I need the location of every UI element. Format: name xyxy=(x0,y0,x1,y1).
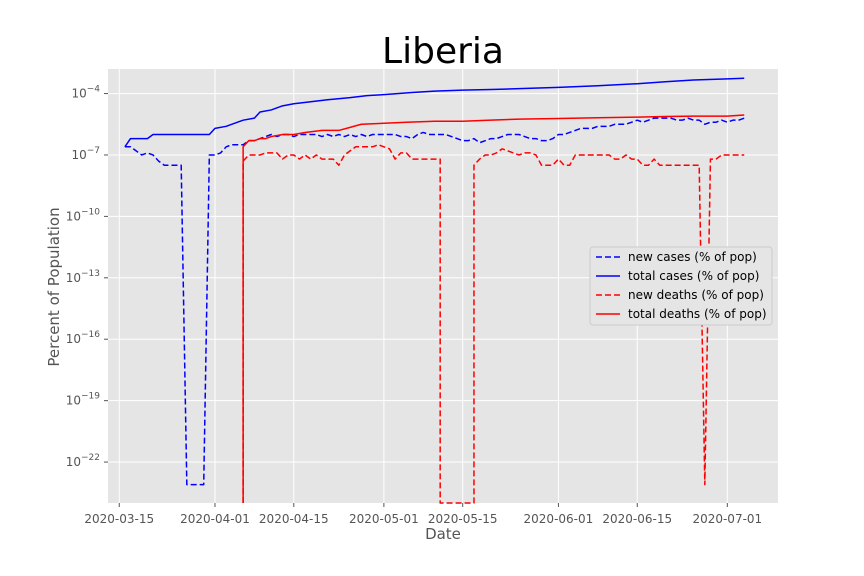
grid-lines xyxy=(108,69,778,503)
x-tick-label: 2020-05-15 xyxy=(428,512,498,526)
x-tick-label: 2020-05-01 xyxy=(349,512,419,526)
y-tick-label: 10−7 xyxy=(71,146,100,162)
x-tick-label: 2020-06-15 xyxy=(602,512,672,526)
series-line-4 xyxy=(242,114,745,503)
x-tick-label: 2020-03-15 xyxy=(84,512,154,526)
y-axis-label: Percent of Population xyxy=(45,207,63,366)
y-tick-label: 10−16 xyxy=(66,330,101,346)
series-group xyxy=(124,77,745,504)
series-line-1 xyxy=(124,117,745,486)
x-tick-label: 2020-04-15 xyxy=(259,512,329,526)
x-axis-label: Date xyxy=(425,525,461,543)
y-tick-label: 10−13 xyxy=(66,269,100,285)
y-axis-ticks: 10−4 10−7 10−10 10−13 10−16 10−19 10−22 xyxy=(66,85,108,469)
x-tick-label: 2020-07-01 xyxy=(692,512,762,526)
legend-label: new cases (% of pop) xyxy=(628,250,757,264)
y-tick-label: 10−19 xyxy=(66,392,101,408)
legend-box xyxy=(589,246,773,326)
chart-title: Liberia xyxy=(382,31,504,72)
legend-label: total cases (% of pop) xyxy=(628,269,759,283)
x-tick-label: 2020-04-01 xyxy=(180,512,250,526)
y-tick-label: 10−4 xyxy=(71,85,100,101)
x-tick-label: 2020-06-01 xyxy=(524,512,594,526)
legend-label: new deaths (% of pop) xyxy=(628,288,764,302)
legend: new cases (% of pop) total cases (% of po… xyxy=(589,246,773,326)
y-tick-label: 10−22 xyxy=(66,453,100,469)
y-tick-label: 10−10 xyxy=(66,207,101,223)
series-line-2 xyxy=(124,77,745,148)
x-axis-ticks: 2020-03-15 2020-04-01 2020-04-15 2020-05-01… xyxy=(84,503,762,526)
legend-label: total deaths (% of pop) xyxy=(628,307,767,321)
series-line-3 xyxy=(242,144,745,504)
